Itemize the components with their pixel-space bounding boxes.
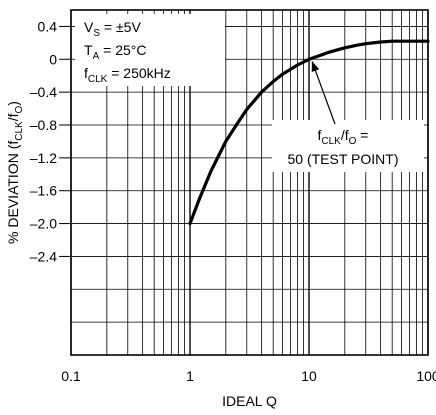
- tick-labels: 0.1 1 10 100 0.4 0 –0.4 –0.8 –1.2 –1.6 –2.0 –2.4: [30, 18, 436, 384]
- conditions-box: [75, 14, 225, 86]
- condition-line: VS = ±5V: [84, 19, 141, 39]
- x-axis-title: IDEAL Q: [222, 393, 277, 409]
- x-tick-label: 1: [186, 368, 194, 384]
- x-tick-label: 10: [301, 368, 317, 384]
- annotation-line-2: 50 (TEST POINT): [288, 151, 399, 167]
- y-axis-title: % DEVIATION (fCLK/fO): [5, 101, 25, 244]
- x-tick-label: 0.1: [61, 368, 81, 384]
- annotation-arrowhead: [311, 61, 320, 73]
- plot-frame: [70, 9, 429, 356]
- y-tick-label: –0.8: [30, 117, 57, 133]
- conditions-text: VS = ±5V TA = 25°C fCLK = 250kHz: [84, 19, 171, 85]
- series-line: [188, 39, 430, 226]
- x-tick-label: 100: [416, 368, 436, 384]
- series-layer: [188, 39, 430, 226]
- y-tick-label: –1.2: [30, 150, 57, 166]
- y-tick-label: –1.6: [30, 183, 57, 199]
- condition-line: fCLK = 250kHz: [84, 65, 171, 85]
- y-tick-label: 0: [49, 51, 57, 67]
- condition-line: TA = 25°C: [84, 42, 146, 62]
- annotation-box: [272, 120, 424, 172]
- y-tick-label: –0.4: [30, 84, 57, 100]
- annotation-arrow: [311, 61, 336, 125]
- annotation-line-1: fCLK/fO =: [318, 127, 369, 147]
- y-tick-label: –2.0: [30, 216, 57, 232]
- y-tick-label: 0.4: [38, 18, 58, 34]
- y-tick-label: –2.4: [30, 248, 57, 264]
